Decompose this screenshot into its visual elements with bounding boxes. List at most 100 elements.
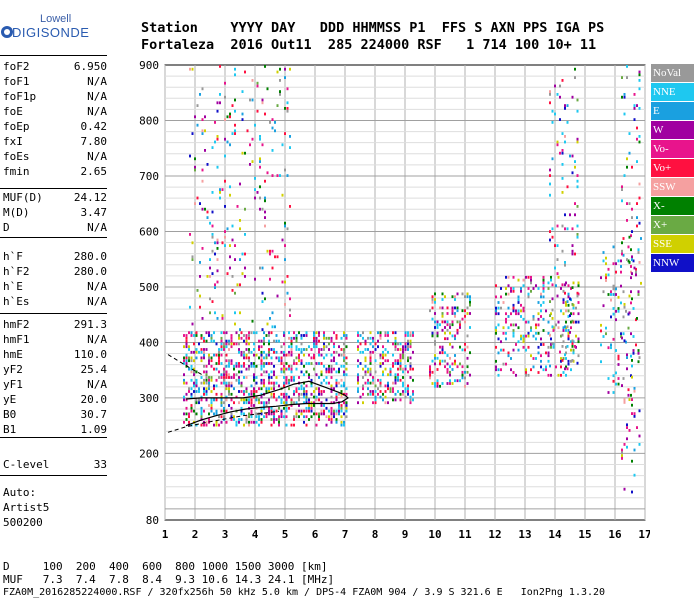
echo-mark	[497, 306, 500, 310]
echo-mark	[308, 409, 310, 413]
echo-mark	[250, 384, 253, 388]
x-tick-label: 14	[548, 528, 562, 541]
echo-mark	[340, 415, 343, 419]
echo-mark	[185, 362, 188, 365]
echo-mark	[357, 348, 359, 351]
echo-mark	[264, 210, 266, 214]
echo-mark	[245, 418, 248, 421]
echo-mark	[288, 336, 290, 340]
echo-mark	[275, 356, 278, 360]
echo-mark	[288, 395, 290, 399]
echo-mark	[335, 334, 338, 337]
echo-mark	[230, 406, 233, 410]
echo-mark	[549, 238, 551, 242]
echo-mark	[387, 331, 389, 335]
echo-mark	[221, 241, 224, 245]
echo-mark	[556, 140, 559, 144]
echo-mark	[335, 420, 338, 424]
echo-mark	[323, 331, 325, 335]
echo-mark	[318, 392, 320, 396]
echo-mark	[205, 398, 208, 402]
echo-mark	[245, 356, 248, 360]
echo-mark	[249, 163, 251, 166]
echo-mark	[567, 292, 570, 296]
echo-mark	[623, 303, 626, 306]
echo-mark	[318, 398, 320, 402]
echo-mark	[522, 306, 525, 310]
echo-mark	[260, 420, 263, 424]
param-row: yF2 25.4	[3, 362, 107, 377]
echo-mark	[259, 185, 261, 189]
echo-mark	[338, 367, 340, 371]
echo-mark	[577, 337, 580, 341]
echo-mark	[436, 382, 439, 385]
echo-mark	[280, 370, 283, 374]
echo-mark	[620, 332, 622, 336]
echo-mark	[208, 418, 210, 421]
echo-mark	[263, 336, 265, 340]
echo-mark	[382, 373, 384, 377]
echo-mark	[605, 332, 607, 336]
echo-mark	[203, 364, 205, 368]
echo-mark	[280, 401, 283, 405]
echo-mark	[213, 331, 215, 335]
echo-mark	[466, 356, 469, 360]
echo-mark	[527, 320, 530, 324]
echo-mark	[500, 368, 502, 372]
echo-mark	[495, 345, 497, 349]
echo-mark	[200, 395, 203, 399]
echo-mark	[340, 392, 343, 396]
echo-mark	[313, 331, 315, 335]
echo-mark	[454, 295, 456, 299]
echo-mark	[507, 275, 510, 279]
echo-mark	[527, 345, 530, 349]
echo-mark	[532, 317, 535, 321]
echo-mark	[626, 445, 628, 449]
echo-mark	[196, 123, 199, 127]
echo-mark	[290, 398, 293, 402]
param-value: 110.0	[73, 348, 107, 361]
echo-mark	[561, 283, 564, 287]
echo-mark	[185, 336, 188, 340]
echo-mark	[260, 418, 263, 421]
echo-mark	[273, 409, 275, 413]
echo-mark	[495, 306, 497, 310]
echo-mark	[231, 289, 234, 292]
echo-mark	[235, 373, 238, 377]
echo-mark	[572, 281, 575, 285]
echo-mark	[199, 294, 201, 298]
echo-mark	[243, 390, 245, 393]
echo-mark	[507, 284, 510, 288]
echo-mark	[565, 320, 567, 324]
echo-mark	[220, 339, 223, 343]
echo-mark	[216, 241, 219, 245]
echo-mark	[364, 356, 367, 360]
echo-mark	[183, 359, 185, 363]
echo-mark	[633, 473, 636, 477]
echo-mark	[235, 423, 238, 427]
echo-mark	[500, 306, 502, 310]
echo-mark	[243, 392, 245, 396]
param-row: foF2 6.950	[3, 59, 107, 74]
echo-mark	[241, 252, 244, 256]
echo-mark	[305, 406, 308, 410]
echo-mark	[288, 378, 290, 382]
echo-mark	[431, 382, 434, 385]
echo-mark	[631, 216, 633, 219]
echo-mark	[283, 392, 285, 396]
echo-mark	[273, 418, 275, 421]
echo-mark	[283, 370, 285, 374]
echo-mark	[330, 370, 333, 374]
echo-mark	[436, 320, 439, 324]
echo-mark	[600, 343, 602, 347]
echo-mark	[330, 339, 333, 343]
echo-mark	[313, 342, 315, 346]
echo-mark	[628, 261, 631, 264]
echo-mark	[409, 345, 412, 349]
param-name: h`F	[3, 250, 23, 263]
echo-mark	[263, 401, 265, 405]
legend-item-nne: NNE	[651, 83, 694, 101]
echo-mark	[369, 373, 372, 377]
echo-mark	[230, 339, 233, 343]
echo-mark	[211, 272, 214, 275]
